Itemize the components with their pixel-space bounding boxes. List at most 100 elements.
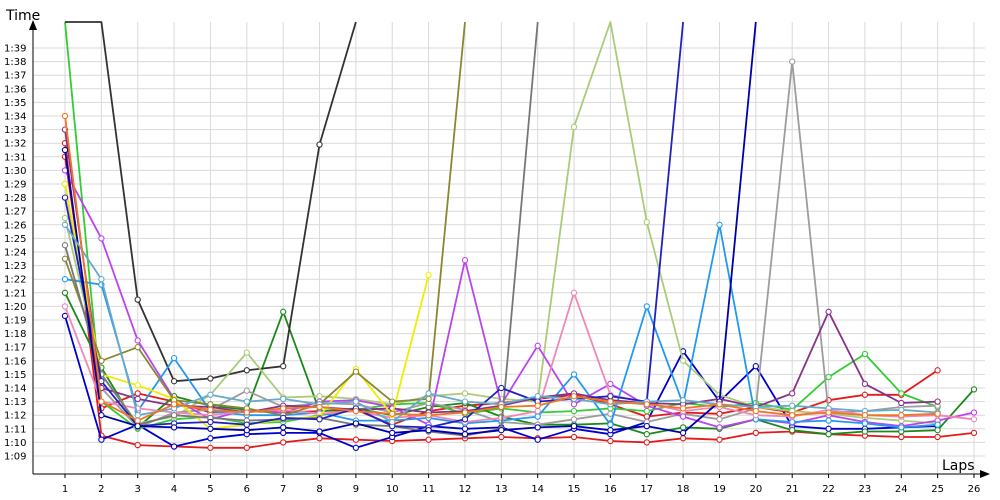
data-point [462, 417, 467, 422]
data-point [717, 411, 722, 416]
data-point [608, 438, 613, 443]
data-point [608, 411, 613, 416]
data-point [62, 304, 67, 309]
data-point [62, 195, 67, 200]
x-tick-label: 1 [62, 484, 68, 495]
data-point [135, 396, 140, 401]
data-point [608, 399, 613, 404]
data-point [644, 304, 649, 309]
y-tick-label: 1:10 [4, 438, 26, 449]
data-point [862, 381, 867, 386]
data-point [717, 402, 722, 407]
y-tick-label: 1:33 [4, 125, 26, 136]
data-point [426, 273, 431, 278]
data-point [62, 277, 67, 282]
y-tick-label: 1:27 [4, 207, 26, 218]
y-tick-label: 1:17 [4, 343, 26, 354]
y-tick-label: 1:26 [4, 220, 26, 231]
data-point [717, 437, 722, 442]
data-point [353, 409, 358, 414]
data-point [935, 411, 940, 416]
data-point [935, 422, 940, 427]
data-point [244, 410, 249, 415]
data-point [717, 222, 722, 227]
data-point [208, 445, 213, 450]
data-point [753, 364, 758, 369]
data-point [62, 243, 67, 248]
data-point [790, 419, 795, 424]
data-point [608, 394, 613, 399]
data-point [790, 391, 795, 396]
data-point [571, 124, 576, 129]
data-point [135, 338, 140, 343]
data-point [353, 369, 358, 374]
data-point [317, 394, 322, 399]
data-point [317, 417, 322, 422]
data-point [62, 181, 67, 186]
x-tick-label: 12 [459, 484, 472, 495]
y-tick-label: 1:28 [4, 193, 26, 204]
data-point [208, 376, 213, 381]
y-tick-label: 1:36 [4, 84, 26, 95]
y-tick-label: 1:30 [4, 166, 26, 177]
x-tick-label: 23 [859, 484, 872, 495]
x-tick-label: 15 [568, 484, 581, 495]
data-point [62, 113, 67, 118]
y-tick-label: 1:13 [4, 397, 26, 408]
data-point [753, 409, 758, 414]
y-tick-label: 1:15 [4, 370, 26, 381]
data-point [172, 379, 177, 384]
data-point [717, 417, 722, 422]
y-tick-label: 1:22 [4, 275, 26, 286]
data-point [971, 417, 976, 422]
data-point [244, 388, 249, 393]
data-point [426, 413, 431, 418]
data-point [644, 402, 649, 407]
data-point [681, 398, 686, 403]
data-point [390, 419, 395, 424]
data-point [535, 403, 540, 408]
data-point [499, 434, 504, 439]
data-point [135, 418, 140, 423]
data-point [281, 406, 286, 411]
data-point [135, 424, 140, 429]
data-point [426, 396, 431, 401]
y-tick-label: 1:18 [4, 329, 26, 340]
data-point [208, 407, 213, 412]
data-point [208, 426, 213, 431]
data-point [790, 403, 795, 408]
y-tick-label: 1:38 [4, 57, 26, 68]
data-point [317, 429, 322, 434]
data-point [62, 290, 67, 295]
y-tick-label: 1:35 [4, 98, 26, 109]
x-tick-label: 9 [353, 484, 359, 495]
data-point [571, 402, 576, 407]
data-point [172, 356, 177, 361]
data-point [899, 413, 904, 418]
x-tick-label: 18 [677, 484, 690, 495]
data-point [571, 372, 576, 377]
data-point [571, 434, 576, 439]
x-tick-label: 17 [640, 484, 653, 495]
data-point [499, 385, 504, 390]
data-point [826, 426, 831, 431]
data-point [717, 425, 722, 430]
data-point [644, 432, 649, 437]
data-point [862, 413, 867, 418]
data-point [172, 425, 177, 430]
data-point [99, 358, 104, 363]
data-point [608, 428, 613, 433]
data-point [644, 220, 649, 225]
data-point [899, 400, 904, 405]
data-point [571, 409, 576, 414]
x-tick-label: 19 [713, 484, 726, 495]
x-tick-label: 2 [98, 484, 104, 495]
data-point [135, 345, 140, 350]
data-point [135, 383, 140, 388]
x-tick-label: 13 [495, 484, 508, 495]
y-ticks: 1:091:101:111:121:131:141:151:161:171:18… [4, 44, 26, 463]
data-point [571, 394, 576, 399]
data-point [899, 391, 904, 396]
y-tick-label: 1:11 [4, 424, 26, 435]
data-point [571, 290, 576, 295]
